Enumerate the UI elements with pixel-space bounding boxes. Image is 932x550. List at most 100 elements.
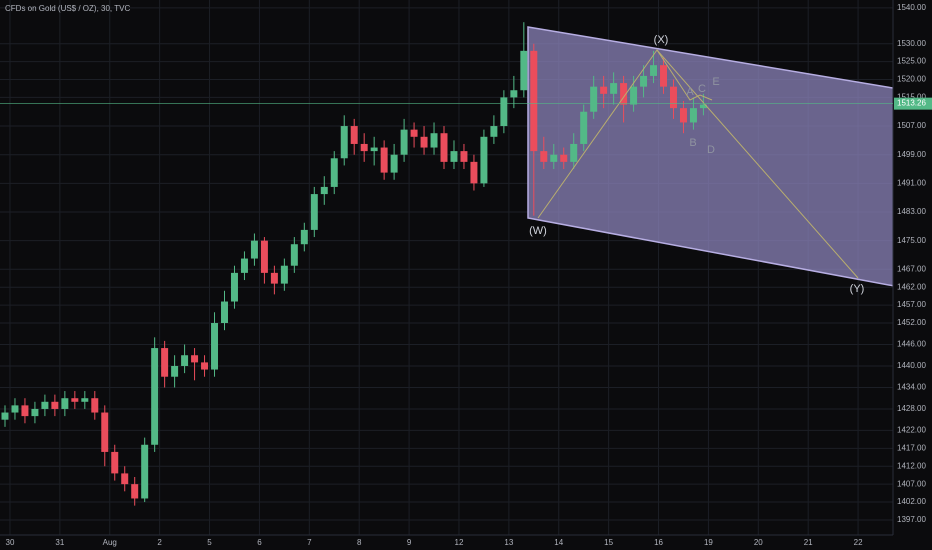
candle-body bbox=[320, 186, 328, 195]
candle-body bbox=[370, 147, 378, 152]
candle-body bbox=[1, 412, 9, 420]
candle-body bbox=[181, 355, 189, 366]
candle-body bbox=[240, 258, 248, 273]
y-tick-label: 1530.00 bbox=[897, 39, 926, 48]
candle-body bbox=[31, 408, 39, 417]
axes: 1540.00 1530.00 1525.00 1520.00 1515.00 1507.… bbox=[6, 3, 927, 547]
candle-body bbox=[400, 129, 408, 155]
candle-body bbox=[91, 398, 99, 413]
y-tick-label: 1428.00 bbox=[897, 404, 926, 413]
candle-body bbox=[520, 50, 528, 91]
y-tick-label: 1422.00 bbox=[897, 426, 926, 435]
x-tick-label: 2 bbox=[157, 538, 162, 547]
candle-body bbox=[101, 412, 109, 452]
y-tick-label: 1407.00 bbox=[897, 479, 926, 488]
x-tick-label: 14 bbox=[554, 538, 563, 547]
candle-body bbox=[41, 401, 49, 409]
candle-body bbox=[610, 83, 618, 94]
candle-body bbox=[630, 86, 638, 105]
x-tick-label: 19 bbox=[704, 538, 713, 547]
last-price-box bbox=[894, 97, 932, 110]
candle-body bbox=[679, 108, 687, 123]
candle-body bbox=[530, 50, 538, 152]
candle-body bbox=[121, 473, 129, 485]
candle-body bbox=[230, 272, 238, 302]
candle-body bbox=[480, 136, 488, 184]
candle-body bbox=[221, 301, 228, 324]
candle-body bbox=[260, 240, 268, 273]
y-tick-label: 1397.00 bbox=[897, 515, 926, 524]
y-tick-label: 1525.00 bbox=[897, 57, 926, 66]
wave-label: D bbox=[707, 144, 715, 156]
candle-body bbox=[600, 86, 608, 94]
candle-body bbox=[201, 362, 209, 370]
candle-body bbox=[570, 143, 578, 162]
x-tick-label: 16 bbox=[654, 538, 663, 547]
x-tick-label: 9 bbox=[407, 538, 412, 547]
x-tick-label: 6 bbox=[257, 538, 262, 547]
y-tick-label: 1515.00 bbox=[897, 93, 926, 102]
x-tick-label: 12 bbox=[455, 538, 464, 547]
candle-body bbox=[11, 405, 19, 413]
candle-body bbox=[280, 265, 288, 284]
y-tick-label: 1491.00 bbox=[897, 178, 926, 187]
candle-body bbox=[350, 126, 358, 144]
candle-body bbox=[510, 90, 518, 98]
candle-body bbox=[490, 126, 498, 137]
y-tick-label: 1475.00 bbox=[897, 236, 926, 245]
candle-body bbox=[290, 244, 298, 266]
candle-body bbox=[640, 75, 648, 87]
candle-body bbox=[300, 229, 308, 245]
candle-body bbox=[21, 405, 29, 417]
wave-label: (X) bbox=[654, 34, 669, 46]
x-tick-label: 5 bbox=[207, 538, 212, 547]
y-tick-label: 1446.00 bbox=[897, 340, 926, 349]
candle-body bbox=[450, 151, 458, 162]
candle-body bbox=[540, 151, 548, 162]
wave-label: (Y) bbox=[850, 283, 865, 295]
y-tick-label: 1402.00 bbox=[897, 497, 926, 506]
x-tick-label: 21 bbox=[804, 538, 813, 547]
chart-title: CFDs on Gold (US$ / OZ), 30, TVC bbox=[5, 4, 130, 13]
candle-body bbox=[550, 154, 558, 162]
y-tick-label: 1412.00 bbox=[897, 461, 926, 470]
candle-body bbox=[410, 129, 418, 137]
x-tick-label: 22 bbox=[854, 538, 863, 547]
candle-body bbox=[51, 401, 59, 409]
candle-body bbox=[380, 147, 388, 173]
wave-label: A bbox=[686, 86, 694, 98]
grid bbox=[0, 0, 893, 535]
candle-body bbox=[460, 151, 468, 162]
x-tick-label: 30 bbox=[6, 538, 15, 547]
candle-body bbox=[270, 272, 278, 284]
y-tick-label: 1483.00 bbox=[897, 207, 926, 216]
candles bbox=[1, 22, 707, 506]
y-tick-label: 1520.00 bbox=[897, 75, 926, 84]
candle-body bbox=[500, 97, 508, 127]
candle-body bbox=[250, 240, 258, 259]
candle-body bbox=[689, 108, 697, 123]
candle-body bbox=[420, 136, 428, 148]
y-tick-label: 1434.00 bbox=[897, 383, 926, 392]
wave-label: B bbox=[689, 137, 696, 149]
candle-body bbox=[81, 398, 89, 402]
y-tick-label: 1457.00 bbox=[897, 300, 926, 309]
candle-body bbox=[151, 348, 159, 445]
wave-line-small bbox=[656, 49, 713, 101]
candle-body bbox=[141, 444, 149, 499]
candle-body bbox=[620, 83, 628, 105]
x-tick-label: 13 bbox=[504, 538, 513, 547]
y-tick-label: 1452.00 bbox=[897, 318, 926, 327]
y-tick-label: 1507.00 bbox=[897, 121, 926, 130]
x-tick-label: 15 bbox=[604, 538, 613, 547]
candle-body bbox=[560, 154, 568, 162]
y-tick-label: 1467.00 bbox=[897, 264, 926, 273]
candle-body bbox=[61, 398, 69, 409]
candle-body bbox=[111, 451, 119, 474]
candle-body bbox=[330, 158, 338, 187]
y-tick-label: 1462.00 bbox=[897, 282, 926, 291]
wave-label: C bbox=[698, 83, 706, 95]
candle-body bbox=[340, 126, 348, 159]
